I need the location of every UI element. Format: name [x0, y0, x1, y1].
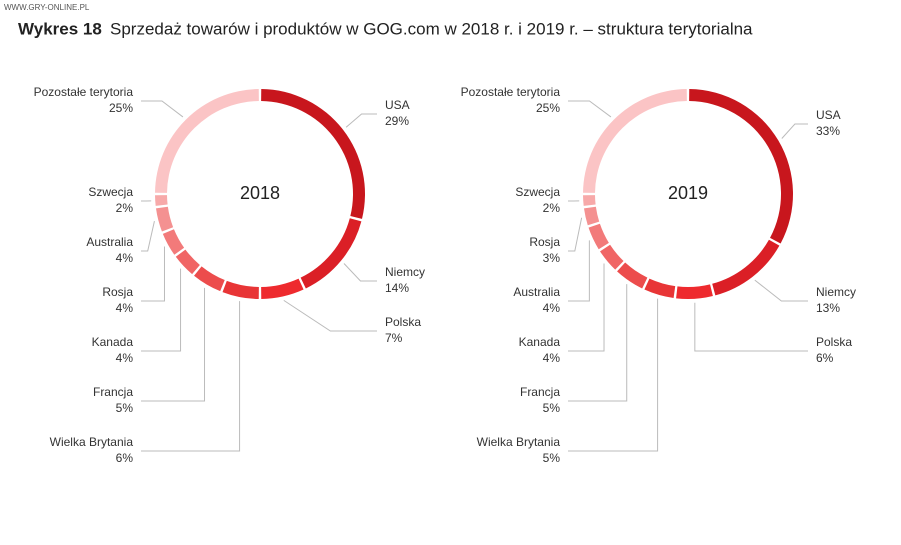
donut-slice	[162, 229, 185, 255]
leader-line	[141, 100, 184, 118]
value-label: 5%	[543, 401, 561, 415]
header-title: Sprzedaż towarów i produktów w GOG.com w…	[110, 19, 753, 38]
value-label: 4%	[543, 351, 561, 365]
slice-label: Francja	[520, 385, 560, 399]
value-label: 4%	[116, 351, 134, 365]
slice-label: Francja	[93, 385, 133, 399]
center-label: 2018	[240, 183, 280, 203]
slice-label: USA	[385, 98, 410, 112]
leader-line	[141, 246, 165, 302]
slice-label: Pozostałe terytoria	[34, 85, 134, 99]
donut-slice	[588, 223, 609, 250]
leader-line	[568, 298, 659, 452]
donut-slice	[155, 89, 259, 193]
value-label: 14%	[385, 281, 409, 295]
leader-line	[345, 113, 377, 128]
leader-line	[754, 279, 808, 302]
slice-label: Kanada	[519, 335, 561, 349]
leader-line	[694, 302, 808, 352]
slice-label: Australia	[513, 285, 560, 299]
slice-label: Pozostałe terytoria	[461, 85, 561, 99]
donut-slice	[261, 89, 365, 219]
slice-label: Wielka Brytania	[50, 435, 134, 449]
donut-slice	[644, 278, 676, 299]
slice-label: Polska	[816, 335, 852, 349]
slice-label: Australia	[86, 235, 133, 249]
value-label: 2%	[543, 201, 561, 215]
value-label: 6%	[816, 351, 834, 365]
leader-line	[283, 299, 377, 332]
donut-slice	[155, 195, 168, 206]
leader-line	[568, 217, 583, 252]
leader-line	[141, 220, 155, 252]
donut-slice	[617, 262, 648, 289]
donut-slice	[583, 89, 687, 193]
donut-slice	[676, 284, 713, 299]
value-label: 2%	[116, 201, 134, 215]
donut-slice	[583, 195, 596, 206]
slice-label: Szwecja	[88, 185, 133, 199]
leader-line	[568, 284, 628, 402]
donut-slice	[689, 89, 793, 244]
value-label: 7%	[385, 331, 403, 345]
value-label: 5%	[543, 451, 561, 465]
watermark: WWW.GRY-ONLINE.PL	[4, 3, 90, 12]
value-label: 3%	[543, 251, 561, 265]
leader-line	[141, 268, 182, 352]
donut-slice	[300, 218, 362, 289]
header-number: Wykres 18	[18, 19, 102, 38]
value-label: 4%	[116, 251, 134, 265]
donut-slice	[155, 206, 174, 232]
value-label: 4%	[543, 301, 561, 315]
value-label: 4%	[116, 301, 134, 315]
leader-line	[568, 263, 605, 352]
slice-label: Rosja	[102, 285, 133, 299]
value-label: 25%	[109, 101, 133, 115]
slice-label: Polska	[385, 315, 421, 329]
value-label: 5%	[116, 401, 134, 415]
slice-label: Wielka Brytania	[477, 435, 561, 449]
donut-slice	[175, 249, 200, 275]
slice-label: Rosja	[529, 235, 560, 249]
slice-label: USA	[816, 108, 841, 122]
value-label: 29%	[385, 114, 409, 128]
value-label: 25%	[536, 101, 560, 115]
leader-line	[568, 100, 612, 118]
donut-slice	[261, 278, 304, 299]
leader-line	[781, 123, 808, 139]
donut-slice	[712, 239, 780, 296]
slice-label: Niemcy	[385, 265, 425, 279]
value-label: 33%	[816, 124, 840, 138]
donut-slice	[583, 206, 600, 226]
leader-line	[568, 240, 590, 302]
value-label: 13%	[816, 301, 840, 315]
center-label: 2019	[668, 183, 708, 203]
value-label: 6%	[116, 451, 134, 465]
leader-line	[343, 263, 377, 282]
slice-label: Niemcy	[816, 285, 856, 299]
donut-slice	[222, 280, 259, 299]
donut-slice	[600, 244, 624, 270]
slice-label: Kanada	[92, 335, 134, 349]
leader-line	[141, 287, 206, 402]
slice-label: Szwecja	[515, 185, 560, 199]
leader-line	[141, 301, 241, 452]
donut-slice	[194, 266, 225, 292]
